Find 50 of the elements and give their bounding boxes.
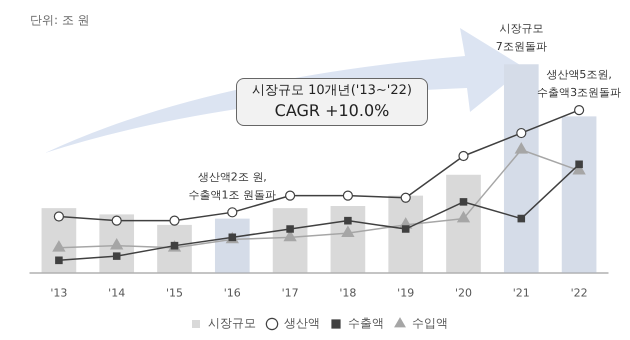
point xyxy=(227,207,238,218)
point xyxy=(342,190,353,201)
annotation: 시장규모 10개년('13~'22) xyxy=(251,82,413,100)
bar xyxy=(562,116,596,273)
bar xyxy=(157,224,192,273)
annotation: CAGR +10.0% xyxy=(274,100,390,122)
bar xyxy=(504,64,539,273)
point xyxy=(54,211,64,222)
point xyxy=(518,214,526,222)
point xyxy=(458,150,469,162)
legend-label: 수입액 xyxy=(412,316,448,330)
bar xyxy=(272,208,308,273)
legend-label: 생산액 xyxy=(284,316,320,330)
text: 단위: 조 원 xyxy=(30,12,90,29)
point xyxy=(344,216,352,224)
x-tick-label: '15 xyxy=(166,286,184,300)
x-tick-label: '22 xyxy=(570,286,588,300)
annotation: 시장규모 7조원돌파 xyxy=(496,22,547,54)
point xyxy=(575,160,583,168)
legend-label: 시장규모 xyxy=(208,316,256,330)
x-tick-label: '17 xyxy=(282,286,299,300)
point xyxy=(400,192,411,203)
bar xyxy=(214,218,250,273)
x-tick-label: '13 xyxy=(50,286,68,300)
point xyxy=(286,225,294,233)
legend-label: 수출액 xyxy=(348,316,384,330)
annotation: 생산액2조 원, 수출액1조 원돌파 xyxy=(188,170,276,202)
bar xyxy=(446,174,481,273)
x-tick-label: '20 xyxy=(454,286,472,300)
point xyxy=(169,216,180,226)
x-tick-label: '18 xyxy=(339,286,356,300)
point xyxy=(342,226,354,238)
point xyxy=(402,225,410,233)
annotation: 생산액5조원, 수출액3조원돌파 xyxy=(537,68,622,100)
x-tick-label: '21 xyxy=(512,286,530,300)
point xyxy=(112,216,122,226)
x-tick-label: '16 xyxy=(224,286,241,300)
point xyxy=(457,211,470,222)
point xyxy=(52,240,66,252)
point xyxy=(112,252,120,260)
point xyxy=(55,256,63,264)
bar xyxy=(388,196,424,273)
x-tick-label: '14 xyxy=(108,286,126,300)
point xyxy=(460,198,468,206)
point xyxy=(574,105,584,116)
point xyxy=(516,128,526,138)
x-tick-label: '19 xyxy=(397,286,414,300)
point xyxy=(285,190,296,201)
bar xyxy=(330,206,366,273)
point xyxy=(110,238,123,250)
